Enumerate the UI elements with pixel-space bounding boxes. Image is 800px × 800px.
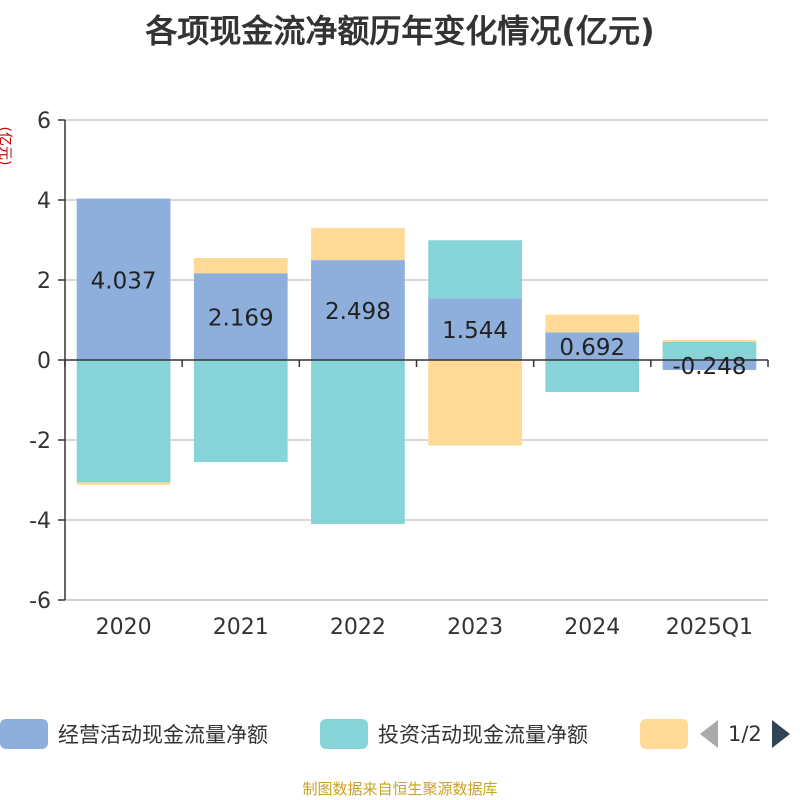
- data-labels: 4.037 2.169 2.498 1.544 0.692 -0.248: [91, 268, 747, 380]
- data-label: 1.544: [442, 318, 508, 344]
- y-tick-label: -4: [29, 509, 51, 534]
- bar-segment[interactable]: [76, 482, 171, 485]
- data-label: 0.692: [559, 335, 625, 361]
- bar-segment[interactable]: [662, 342, 757, 360]
- y-tick-label: 6: [37, 109, 51, 134]
- source-note: 制图数据来自恒生聚源数据库: [302, 780, 498, 798]
- bar-segment[interactable]: [76, 360, 171, 483]
- x-tick-label: 2022: [330, 615, 386, 640]
- data-label: 2.169: [208, 306, 274, 332]
- bar-segment[interactable]: [545, 360, 640, 392]
- legend-swatch-investing: [320, 719, 368, 749]
- y-tick-label: -6: [29, 589, 51, 614]
- legend-item-investing[interactable]: 投资活动现金流量净额: [320, 716, 588, 752]
- bar-segment[interactable]: [193, 258, 288, 274]
- y-tick-label: 4: [37, 189, 51, 214]
- legend-swatch-financing: [640, 719, 688, 749]
- legend-label-operating: 经营活动现金流量净额: [58, 723, 268, 747]
- legend-swatch-operating: [0, 719, 48, 749]
- bar-segment[interactable]: [428, 240, 522, 299]
- bar-segment[interactable]: [545, 332, 640, 360]
- x-tick-label: 2025Q1: [666, 615, 753, 640]
- bar-segment[interactable]: [662, 360, 757, 370]
- bar-segment[interactable]: [311, 260, 405, 360]
- chart-title: 各项现金流净额历年变化情况(亿元): [145, 12, 655, 50]
- data-label: 2.498: [325, 299, 391, 325]
- legend-prev-page-icon[interactable]: [700, 720, 718, 748]
- legend-page-indicator: 1/2: [728, 722, 762, 746]
- x-tick-label: 2024: [564, 615, 620, 640]
- legend-pager: 1/2: [700, 716, 790, 752]
- legend-label-investing: 投资活动现金流量净额: [378, 723, 588, 747]
- bar-segment[interactable]: [311, 228, 405, 261]
- y-tick-label: -2: [29, 429, 51, 454]
- data-label: -0.248: [672, 354, 746, 380]
- legend: 经营活动现金流量净额 投资活动现金流量净额: [0, 716, 800, 752]
- legend-next-page-icon[interactable]: [771, 720, 790, 748]
- y-tick-label: 2: [37, 269, 51, 294]
- bar-segment[interactable]: [428, 360, 522, 446]
- bar-segment[interactable]: [193, 360, 288, 462]
- grid-lines: [65, 119, 768, 601]
- x-tick-label: 2021: [213, 615, 269, 640]
- x-tick-label: 2023: [447, 615, 503, 640]
- bar-marks: [76, 198, 757, 524]
- legend-item-financing[interactable]: [640, 716, 698, 752]
- x-tick-label: 2020: [96, 615, 152, 640]
- bar-segment[interactable]: [311, 360, 405, 524]
- bar-segment[interactable]: [662, 340, 757, 342]
- bar-segment[interactable]: [428, 298, 522, 360]
- bar-segment[interactable]: [193, 273, 288, 360]
- axes: 6 4 2 0 -2 -4 -6 2020 2021 2022 2023 2024 2025Q1: [29, 109, 769, 640]
- legend-item-operating[interactable]: 经营活动现金流量净额: [0, 716, 268, 752]
- data-label: 4.037: [91, 268, 157, 294]
- bar-segment[interactable]: [76, 198, 171, 360]
- y-tick-label: 0: [37, 349, 51, 374]
- bar-segment[interactable]: [545, 314, 640, 333]
